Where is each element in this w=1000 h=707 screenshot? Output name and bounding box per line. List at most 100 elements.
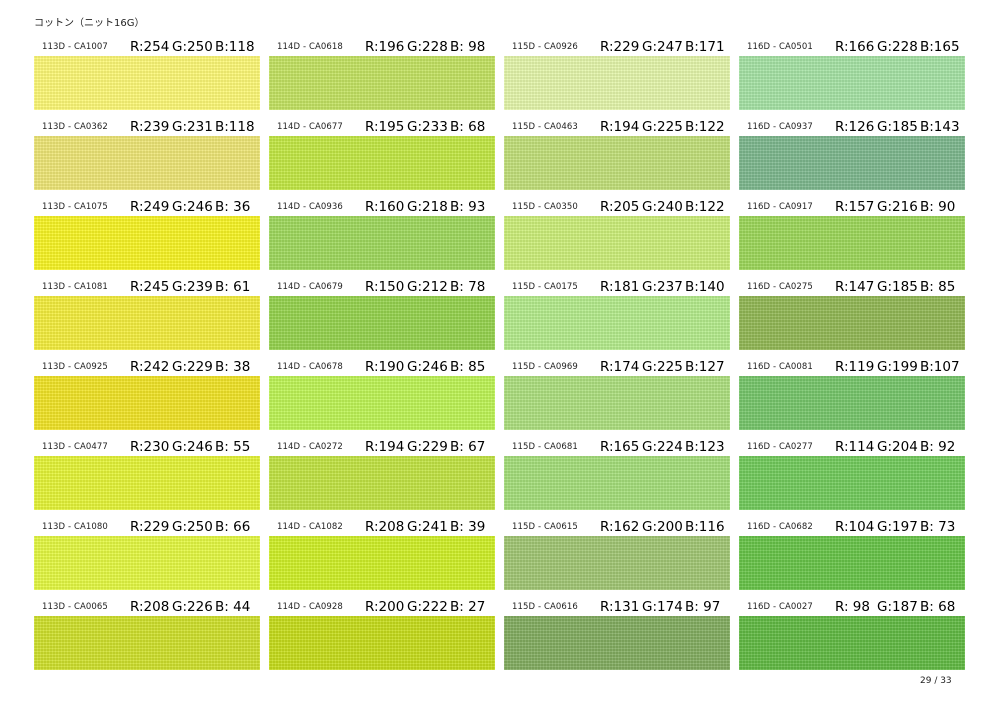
swatch-code: 115D - CA0350 [512, 202, 578, 212]
swatch-b-value: B: 44 [215, 599, 251, 615]
swatch-header: 115D - CA0616 R:131 G:174 B: 97 [504, 598, 730, 616]
swatch-card: 113D - CA1007 R:254 G:250 B:118 [34, 38, 260, 118]
swatch-r-value: R:165 [600, 439, 640, 455]
swatch-header: 115D - CA0463 R:194 G:225 B:122 [504, 118, 730, 136]
swatch-g-value: G:218 [407, 199, 448, 215]
swatch-card: 116D - CA0937 R:126 G:185 B:143 [739, 118, 965, 198]
swatch-code: 113D - CA1080 [42, 522, 108, 532]
fabric-swatch [739, 456, 965, 510]
swatch-header: 114D - CA0678 R:190 G:246 B: 85 [269, 358, 495, 376]
swatch-b-value: B: 39 [450, 519, 486, 535]
swatch-code: 115D - CA0616 [512, 602, 578, 612]
swatch-b-value: B:116 [685, 519, 725, 535]
swatch-rgb: R:195 G:233 B: 68 [365, 119, 490, 135]
swatch-header: 116D - CA0275 R:147 G:185 B: 85 [739, 278, 965, 296]
swatch-card: 115D - CA0926 R:229 G:247 B:171 [504, 38, 730, 118]
swatch-r-value: R:242 [130, 359, 170, 375]
swatch-rgb: R:200 G:222 B: 27 [365, 599, 490, 615]
swatch-grid: 113D - CA1007 R:254 G:250 B:118 114D - CA061… [34, 38, 965, 678]
swatch-code: 113D - CA0362 [42, 122, 108, 132]
swatch-b-value: B: 68 [450, 119, 486, 135]
swatch-rgb: R:119 G:199 B:107 [835, 359, 960, 375]
swatch-code: 113D - CA1007 [42, 42, 108, 52]
swatch-rgb: R:157 G:216 B: 90 [835, 199, 960, 215]
swatch-b-value: B:140 [685, 279, 725, 295]
swatch-card: 115D - CA0616 R:131 G:174 B: 97 [504, 598, 730, 678]
swatch-card: 116D - CA0501 R:166 G:228 B:165 [739, 38, 965, 118]
swatch-card: 114D - CA0936 R:160 G:218 B: 93 [269, 198, 495, 278]
swatch-rgb: R:126 G:185 B:143 [835, 119, 960, 135]
swatch-code: 113D - CA0477 [42, 442, 108, 452]
swatch-code: 115D - CA0175 [512, 282, 578, 292]
fabric-swatch [504, 216, 730, 270]
swatch-g-value: G:185 [877, 279, 918, 295]
swatch-rgb: R:114 G:204 B: 92 [835, 439, 960, 455]
swatch-code: 114D - CA0936 [277, 202, 343, 212]
swatch-b-value: B:143 [920, 119, 960, 135]
swatch-r-value: R:239 [130, 119, 170, 135]
swatch-rgb: R:249 G:246 B: 36 [130, 199, 255, 215]
swatch-rgb: R:162 G:200 B:116 [600, 519, 725, 535]
swatch-header: 116D - CA0081 R:119 G:199 B:107 [739, 358, 965, 376]
swatch-rgb: R:174 G:225 B:127 [600, 359, 725, 375]
swatch-g-value: G:228 [407, 39, 448, 55]
swatch-card: 114D - CA0679 R:150 G:212 B: 78 [269, 278, 495, 358]
fabric-swatch [504, 616, 730, 670]
swatch-b-value: B: 38 [215, 359, 251, 375]
swatch-header: 115D - CA0615 R:162 G:200 B:116 [504, 518, 730, 536]
swatch-header: 113D - CA1075 R:249 G:246 B: 36 [34, 198, 260, 216]
swatch-r-value: R:229 [130, 519, 170, 535]
swatch-b-value: B:118 [215, 119, 255, 135]
swatch-g-value: G:240 [642, 199, 683, 215]
swatch-b-value: B:171 [685, 39, 725, 55]
swatch-header: 114D - CA0679 R:150 G:212 B: 78 [269, 278, 495, 296]
swatch-card: 113D - CA1081 R:245 G:239 B: 61 [34, 278, 260, 358]
swatch-card: 115D - CA0969 R:174 G:225 B:127 [504, 358, 730, 438]
swatch-card: 116D - CA0277 R:114 G:204 B: 92 [739, 438, 965, 518]
swatch-r-value: R:131 [600, 599, 640, 615]
fabric-swatch [739, 296, 965, 350]
swatch-g-value: G:247 [642, 39, 683, 55]
swatch-b-value: B: 85 [920, 279, 956, 295]
swatch-card: 113D - CA0065 R:208 G:226 B: 44 [34, 598, 260, 678]
swatch-header: 116D - CA0937 R:126 G:185 B:143 [739, 118, 965, 136]
swatch-r-value: R:194 [600, 119, 640, 135]
swatch-b-value: B: 92 [920, 439, 956, 455]
swatch-rgb: R:208 G:241 B: 39 [365, 519, 490, 535]
swatch-card: 115D - CA0681 R:165 G:224 B:123 [504, 438, 730, 518]
swatch-g-value: G:246 [172, 199, 213, 215]
fabric-swatch [34, 456, 260, 510]
swatch-header: 113D - CA0477 R:230 G:246 B: 55 [34, 438, 260, 456]
swatch-g-value: G:225 [642, 119, 683, 135]
swatch-r-value: R:229 [600, 39, 640, 55]
swatch-code: 114D - CA1082 [277, 522, 343, 532]
swatch-header: 115D - CA0350 R:205 G:240 B:122 [504, 198, 730, 216]
fabric-swatch [504, 136, 730, 190]
fabric-swatch [34, 136, 260, 190]
swatch-code: 113D - CA0065 [42, 602, 108, 612]
fabric-swatch [269, 376, 495, 430]
swatch-g-value: G:250 [172, 519, 213, 535]
swatch-rgb: R: 98 G:187 B: 68 [835, 599, 960, 615]
swatch-r-value: R:208 [365, 519, 405, 535]
swatch-r-value: R:150 [365, 279, 405, 295]
swatch-b-value: B:107 [920, 359, 960, 375]
fabric-swatch [269, 296, 495, 350]
fabric-swatch [504, 536, 730, 590]
swatch-code: 116D - CA0275 [747, 282, 813, 292]
swatch-b-value: B:165 [920, 39, 960, 55]
swatch-g-value: G:185 [877, 119, 918, 135]
swatch-g-value: G:239 [172, 279, 213, 295]
fabric-swatch [269, 456, 495, 510]
swatch-r-value: R:196 [365, 39, 405, 55]
swatch-code: 116D - CA0501 [747, 42, 813, 52]
swatch-rgb: R:205 G:240 B:122 [600, 199, 725, 215]
swatch-code: 116D - CA0027 [747, 602, 813, 612]
swatch-g-value: G:225 [642, 359, 683, 375]
fabric-swatch [269, 136, 495, 190]
fabric-swatch [269, 536, 495, 590]
fabric-swatch [34, 536, 260, 590]
swatch-r-value: R:195 [365, 119, 405, 135]
swatch-card: 114D - CA0677 R:195 G:233 B: 68 [269, 118, 495, 198]
fabric-swatch [34, 296, 260, 350]
